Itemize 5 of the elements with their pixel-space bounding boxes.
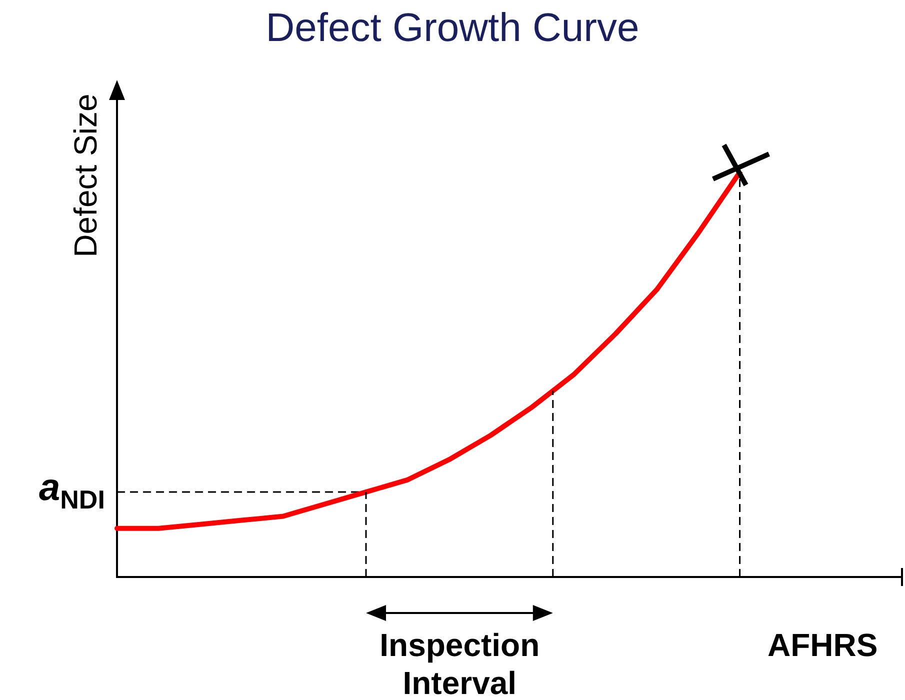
x-axis-title: AFHRS bbox=[768, 626, 878, 664]
y-axis-title: Defect Size bbox=[67, 93, 104, 257]
chart-title: Defect Growth Curve bbox=[264, 6, 640, 51]
ref-line-label: a$_{NDI}$ bbox=[39, 467, 105, 516]
text: Inspection Interval bbox=[378, 626, 541, 700]
